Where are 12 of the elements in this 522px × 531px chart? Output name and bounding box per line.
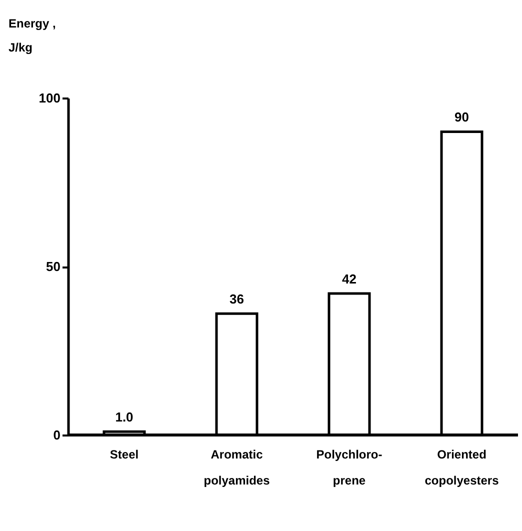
data-label: 42: [342, 271, 356, 286]
y-axis-title: Energy , J/kg: [8, 16, 56, 54]
y-tick-label: 0: [53, 428, 60, 442]
y-tick-label: 100: [38, 90, 60, 106]
x-tick-label: Oriented copolyesters: [424, 448, 500, 488]
x-tick-label: Steel: [110, 448, 139, 462]
data-label: 90: [454, 110, 469, 125]
data-label: 36: [230, 292, 244, 307]
x-tick-label: Aromatic polyamides: [204, 448, 270, 488]
data-label: 1.0: [115, 410, 134, 425]
y-tick-label: 50: [46, 259, 60, 274]
x-tick-label: Polychloro- prene: [316, 448, 382, 488]
